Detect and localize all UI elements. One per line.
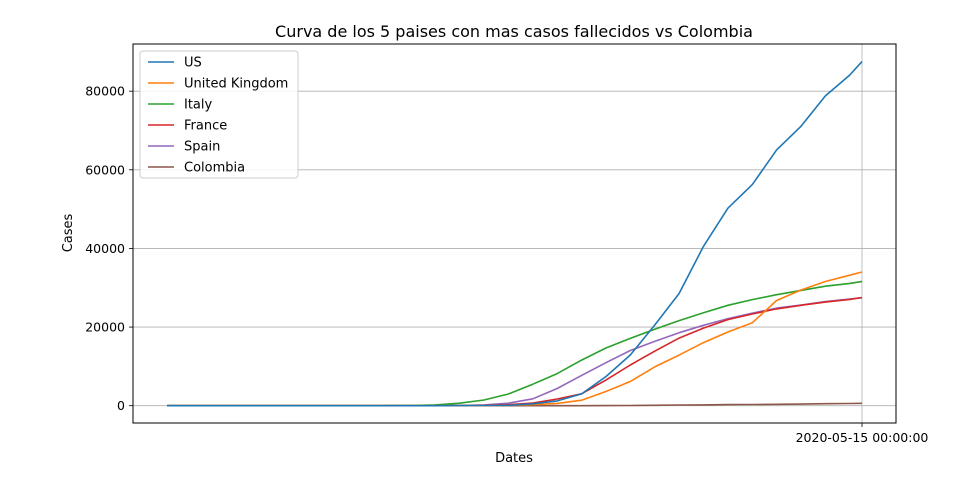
x-axis-ticks: 2020-05-15 00:00:00 — [796, 423, 929, 445]
series-lines — [167, 61, 863, 407]
series-line-spain — [167, 296, 863, 407]
legend-label-italy: Italy — [184, 98, 213, 113]
x-tick-label: 2020-05-15 00:00:00 — [796, 430, 929, 445]
series-line-united-kingdom — [167, 271, 863, 407]
legend-frame — [139, 50, 299, 179]
x-axis-label: Dates — [495, 451, 533, 466]
series-line-italy — [167, 280, 863, 407]
legend-label-spain: Spain — [184, 140, 220, 155]
y-tick-label: 0 — [117, 398, 125, 413]
legend-label-us: US — [184, 56, 202, 71]
chart-title: Curva de los 5 paises con mas casos fall… — [275, 22, 753, 41]
legend-label-colombia: Colombia — [184, 161, 245, 176]
y-axis-label: Cases — [61, 213, 76, 252]
y-axis-ticks: 0 20000 40000 60000 80000 — [85, 84, 133, 413]
series-line-us — [167, 61, 863, 407]
y-tick-label: 60000 — [85, 162, 125, 177]
legend-label-united-kingdom: United Kingdom — [184, 77, 288, 92]
y-tick-label: 40000 — [85, 241, 125, 256]
y-tick-label: 20000 — [85, 320, 125, 335]
series-line-france — [167, 296, 863, 407]
y-tick-label: 80000 — [85, 84, 125, 99]
legend: US United Kingdom Italy France Spain Colombia — [139, 50, 299, 179]
legend-label-france: France — [184, 119, 227, 134]
plot-area-frame — [132, 43, 897, 424]
